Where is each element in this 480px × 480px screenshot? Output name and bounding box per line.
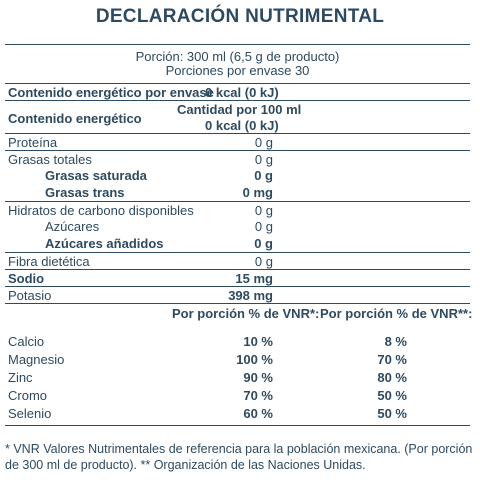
energy-value: 0 kcal (0 kJ) [205, 118, 279, 133]
mineral-label: Calcio [8, 334, 45, 349]
nutrient-row: Grasas trans 0 mg [5, 184, 470, 201]
per100-header: Cantidad por 100 ml [177, 102, 302, 117]
mineral-label: Selenio [8, 406, 52, 421]
vnr-header-2: Por porción % de VNR**: [320, 306, 473, 321]
mineral-row: Calcio 10 % 8 % [5, 333, 470, 351]
mineral-vnr2: 8 % [384, 334, 407, 349]
nutrient-label: Hidratos de carbono disponibles [8, 203, 194, 218]
servings-text: Porciones por envase 30 [165, 63, 310, 78]
mineral-vnr1: 90 % [243, 370, 273, 385]
nutrient-label: Potasio [8, 288, 52, 303]
nutrient-label: Azúcares [45, 219, 100, 234]
mineral-vnr1: 100 % [236, 352, 273, 367]
energy-container-label: Contenido energético por envase [8, 85, 214, 100]
energy-container-row: Contenido energético por envase 0 kcal (… [5, 83, 470, 100]
nutrient-value: 0 g [254, 168, 273, 183]
energy-container-value: 0 kcal (0 kJ) [205, 85, 279, 100]
nutrient-row: Sodio 15 mg [5, 269, 470, 286]
nutrient-label: Grasas totales [8, 152, 92, 167]
mineral-label: Magnesio [8, 352, 65, 367]
nutrient-value: 0 mg [242, 185, 273, 200]
page-title: DECLARACIÓN NUTRIMENTAL [95, 6, 385, 27]
energy-label: Contenido energético [8, 111, 142, 126]
nutrient-value: 15 mg [235, 271, 273, 286]
nutrient-label: Grasas saturada [45, 168, 147, 183]
vnr-header-1: Por porción % de VNR*: [172, 306, 320, 321]
nutrient-value: 0 g [254, 203, 273, 218]
mineral-vnr1: 60 % [243, 406, 273, 421]
mineral-vnr2: 50 % [377, 388, 407, 403]
nutrient-row: Potasio 398 mg [5, 286, 470, 303]
nutrient-label: Proteína [8, 135, 58, 150]
nutrition-table: Porción: 300 ml (6,5 g de producto) Porc… [5, 44, 473, 426]
nutrient-label: Fibra dietética [8, 254, 90, 269]
nutrient-row: Azúcares 0 g [5, 218, 470, 235]
mineral-row: Zinc 90 % 80 % [5, 369, 470, 387]
mineral-vnr1: 10 % [243, 334, 273, 349]
mineral-vnr1: 70 % [243, 388, 273, 403]
nutrient-row: Grasas totales 0 g [5, 150, 470, 167]
vnr-header-row: Por porción % de VNR*: Por porción % de … [5, 303, 473, 333]
portion-text: Porción: 300 ml (6,5 g de producto) [135, 49, 340, 64]
nutrient-value: 0 g [254, 236, 273, 251]
nutrient-row: Grasas saturada 0 g [5, 167, 470, 184]
mineral-row: Selenio 60 % 50 % [5, 405, 470, 425]
nutrient-row: Fibra dietética 0 g [5, 252, 470, 269]
mineral-vnr2: 70 % [377, 352, 407, 367]
nutrient-row: Azúcares añadidos 0 g [5, 235, 470, 252]
nutrient-label: Grasas trans [45, 185, 125, 200]
mineral-vnr2: 80 % [377, 370, 407, 385]
nutrient-value: 0 g [254, 135, 273, 150]
nutrient-value: 0 g [254, 254, 273, 269]
energy-row: Cantidad por 100 ml Contenido energético… [5, 100, 470, 133]
footnote: * VNR Valores Nutrimentales de referenci… [5, 442, 473, 472]
portion-block: Porción: 300 ml (6,5 g de producto) Porc… [5, 45, 470, 83]
nutrient-value: 0 g [254, 152, 273, 167]
nutrient-row: Hidratos de carbono disponibles 0 g [5, 201, 470, 218]
mineral-row: Magnesio 100 % 70 % [5, 351, 470, 369]
nutrient-value: 398 mg [228, 288, 273, 303]
nutrient-label: Sodio [8, 271, 45, 286]
mineral-label: Cromo [8, 388, 48, 403]
nutrient-label: Azúcares añadidos [45, 236, 164, 251]
mineral-row: Cromo 70 % 50 % [5, 387, 470, 405]
nutrient-row: Proteína 0 g [5, 133, 470, 150]
mineral-label: Zinc [8, 370, 33, 385]
mineral-vnr2: 50 % [377, 406, 407, 421]
nutrient-value: 0 g [254, 219, 273, 234]
